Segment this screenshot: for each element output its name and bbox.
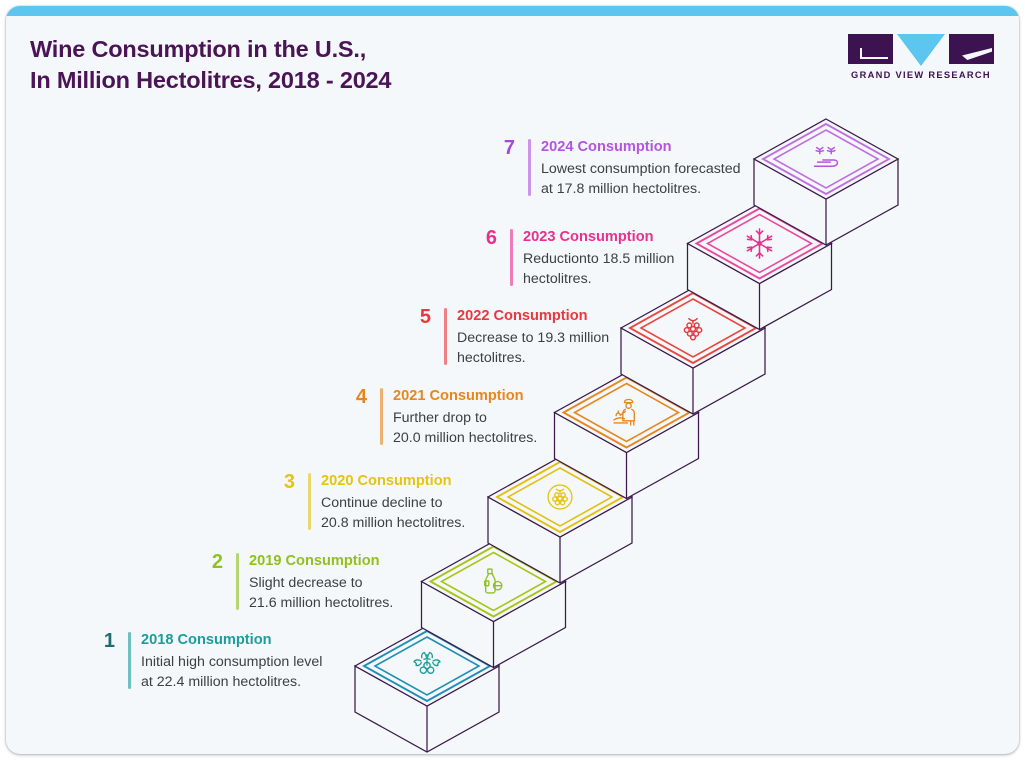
step-text-3: 3 2020 Consumption Continue decline to 2…: [284, 471, 536, 534]
stair-step-inline: [772, 129, 880, 189]
stair-step-inline: [506, 467, 614, 527]
logo: GRAND VIEW RESEARCH: [847, 34, 995, 80]
step-description-1: Initial high consumption level at 22.4 m…: [141, 653, 323, 691]
step-heading-2: 2019 Consumption: [249, 553, 380, 569]
infographic-card: Wine Consumption in the U.S., In Million…: [6, 6, 1019, 754]
step-text-5: 5 2022 Consumption Decrease to 19.3 mill…: [420, 306, 672, 369]
step-heading-7: 2024 Consumption: [541, 139, 672, 155]
step-heading-6: 2023 Consumption: [523, 229, 654, 245]
stair-step-7: [752, 118, 900, 246]
step-rule-3: [308, 473, 311, 530]
step-number-5: 5: [419, 306, 431, 328]
logo-g-icon: [848, 34, 893, 64]
step-rule-4: [380, 388, 383, 445]
step-heading-4: 2021 Consumption: [393, 388, 524, 404]
logo-v-icon: [897, 34, 945, 66]
step-rule-5: [444, 308, 447, 365]
step-description-3: Continue decline to 20.8 million hectoli…: [321, 494, 466, 532]
step-description-2: Slight decrease to 21.6 million hectolit…: [249, 574, 394, 612]
step-text-6: 6 2023 Consumption Reductionto 18.5 mill…: [486, 227, 740, 290]
step-rule-2: [236, 553, 239, 610]
step-text-4: 4 2021 Consumption Further drop to 20.0 …: [356, 386, 610, 449]
step-text-2: 2 2019 Consumption Slight decrease to 21…: [212, 551, 464, 614]
logo-r-icon: [949, 34, 994, 64]
stair-step-inline: [705, 213, 814, 274]
page-title: Wine Consumption in the U.S., In Million…: [30, 36, 392, 94]
step-rule-1: [128, 632, 131, 689]
stair-step-inline: [439, 551, 548, 612]
step-rule-6: [510, 229, 513, 286]
logo-marks: [847, 34, 995, 66]
staircase-diagram: 7 2024 Consumption Lowest consumption fo…: [6, 6, 1019, 754]
step-number-7: 7: [503, 137, 515, 159]
step-number-6: 6: [485, 227, 497, 249]
stair-step-4: [553, 371, 700, 500]
logo-wordmark: GRAND VIEW RESEARCH: [851, 70, 991, 80]
step-heading-1: 2018 Consumption: [141, 632, 272, 648]
step-text-7: 7 2024 Consumption Lowest consumption fo…: [504, 137, 778, 200]
step-heading-3: 2020 Consumption: [321, 473, 452, 489]
staircase-svg: [353, 118, 900, 753]
stair-step-1: [353, 625, 501, 753]
step-description-7: Lowest consumption forecasted at 17.8 mi…: [541, 160, 741, 198]
step-text-1: 1 2018 Consumption Initial high consumpt…: [104, 630, 368, 693]
stair-step-inline: [373, 636, 481, 696]
step-number-4: 4: [355, 386, 367, 408]
step-description-6: Reductionto 18.5 million hectolitres.: [523, 250, 675, 288]
step-description-5: Decrease to 19.3 million hectolitres.: [457, 329, 610, 367]
stair-step-outline: [761, 122, 891, 196]
step-number-2: 2: [211, 551, 223, 573]
stair-step-inline: [639, 298, 747, 358]
step-description-4: Further drop to 20.0 million hectolitres…: [393, 409, 538, 447]
stair-step-5: [619, 287, 767, 415]
stair-step-top: [752, 118, 900, 200]
step-number-1: 1: [103, 630, 115, 652]
step-heading-5: 2022 Consumption: [457, 308, 588, 324]
step-number-3: 3: [283, 471, 295, 493]
step-rule-7: [528, 139, 531, 196]
top-accent-stripe: [6, 6, 1019, 16]
stair-step-inline: [572, 382, 681, 443]
